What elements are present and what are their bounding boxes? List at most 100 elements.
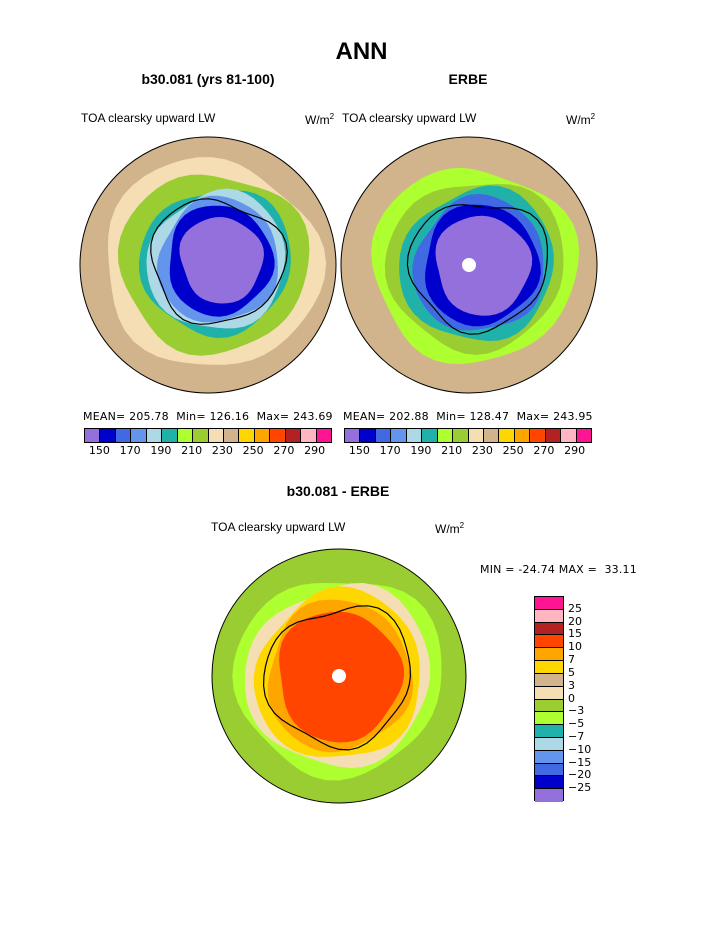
contour-band-5 bbox=[279, 611, 405, 743]
contour-band-1 bbox=[108, 157, 327, 365]
panel3-subtitle: TOA clearsky upward LW bbox=[211, 520, 346, 534]
panel2-colorbar bbox=[344, 428, 592, 443]
warm-band-patch bbox=[80, 309, 234, 393]
panel2-colorbar-ticks: 150 170 190 210 230 250 270 290 bbox=[344, 444, 590, 460]
colorbar-swatch bbox=[85, 429, 101, 442]
colorbar-swatch bbox=[146, 429, 163, 442]
colorbar-swatch bbox=[301, 429, 317, 442]
colorbar-level-label: 7 bbox=[568, 653, 575, 667]
colorbar-level-label: −3 bbox=[568, 704, 585, 718]
contour-band-4 bbox=[267, 599, 414, 753]
panel1-stats: MEAN= 205.78 Min= 126.16 Max= 243.69 bbox=[83, 410, 333, 423]
contour-band-5 bbox=[425, 204, 541, 327]
map-fill-group bbox=[80, 137, 336, 393]
colorbar-tick-label: 290 bbox=[304, 444, 326, 457]
contour-band-4 bbox=[412, 193, 544, 331]
panel3-minmax: MIN = -24.74 MAX = 33.11 bbox=[480, 563, 637, 576]
colorbar-tick-label: 170 bbox=[379, 444, 401, 457]
colorbar-swatch bbox=[535, 737, 563, 751]
colorbar-swatch bbox=[239, 429, 255, 442]
colorbar-tick-label: 230 bbox=[211, 444, 233, 457]
colorbar-swatch bbox=[576, 429, 591, 442]
colorbar-swatch bbox=[360, 429, 376, 442]
colorbar-level-label: 20 bbox=[568, 614, 582, 628]
colorbar-swatch bbox=[535, 712, 563, 726]
colorbar-swatch bbox=[535, 686, 563, 700]
colorbar-swatch bbox=[535, 609, 563, 623]
colorbar-swatch bbox=[535, 776, 563, 790]
colorbar-tick-label: 270 bbox=[533, 444, 555, 457]
colorbar-level-label: 10 bbox=[568, 640, 582, 654]
colorbar-swatch bbox=[535, 725, 563, 738]
contour-band-0 bbox=[80, 137, 336, 393]
colorbar-swatch bbox=[514, 429, 531, 442]
panel2-stats: MEAN= 202.88 Min= 128.47 Max= 243.95 bbox=[343, 410, 593, 423]
colorbar-level-label: −20 bbox=[568, 768, 592, 782]
colorbar-level-label: 25 bbox=[568, 601, 582, 615]
panel1-subtitle: TOA clearsky upward LW bbox=[81, 111, 216, 125]
colorbar-tick-label: 250 bbox=[502, 444, 524, 457]
colorbar-swatch bbox=[453, 429, 469, 442]
colorbar-tick-label: 190 bbox=[150, 444, 172, 457]
pole-hole bbox=[462, 258, 476, 272]
contour-band-1 bbox=[371, 167, 580, 364]
pole-hole bbox=[332, 669, 346, 683]
contour-band-0 bbox=[212, 549, 466, 803]
coastline bbox=[262, 605, 412, 751]
coastline bbox=[406, 204, 549, 335]
colorbar-tick-label: 210 bbox=[181, 444, 203, 457]
colorbar-level-label: −7 bbox=[568, 729, 585, 743]
contour-band-6 bbox=[435, 215, 533, 316]
contour-band-6 bbox=[169, 205, 275, 317]
panel2-subtitle: TOA clearsky upward LW bbox=[342, 111, 477, 125]
colorbar-swatch bbox=[535, 648, 563, 662]
colorbar-swatch bbox=[535, 750, 563, 764]
panel2-units: W/m2 bbox=[566, 112, 596, 127]
map-border bbox=[79, 136, 337, 394]
colorbar-swatch bbox=[131, 429, 147, 442]
colorbar-swatch bbox=[115, 429, 132, 442]
panel3-units: W/m2 bbox=[435, 521, 465, 536]
panel3-title: b30.081 - ERBE bbox=[286, 483, 390, 499]
colorbar-level-label: −25 bbox=[568, 781, 592, 795]
colorbar-tick-label: 270 bbox=[273, 444, 295, 457]
colorbar-swatch bbox=[535, 673, 563, 687]
colorbar-level-label: −10 bbox=[568, 742, 592, 756]
contour-band-3 bbox=[253, 586, 420, 757]
colorbar-level-label: 15 bbox=[568, 627, 582, 641]
colorbar-swatch bbox=[535, 635, 563, 649]
colorbar-swatch bbox=[535, 763, 563, 777]
colorbar-swatch bbox=[285, 429, 302, 442]
colorbar-swatch bbox=[468, 429, 484, 442]
contour-band-4 bbox=[146, 188, 286, 329]
colorbar-swatch bbox=[545, 429, 562, 442]
contour-band-1 bbox=[232, 583, 442, 781]
colorbar-swatch bbox=[162, 429, 178, 442]
panel1-colorbar-ticks: 150 170 190 210 230 250 270 290 bbox=[84, 444, 330, 460]
warm-band-patch bbox=[341, 309, 495, 393]
colorbar-tick-label: 150 bbox=[88, 444, 110, 457]
colorbar-swatch bbox=[535, 597, 563, 610]
colorbar-swatch bbox=[535, 699, 563, 713]
colorbar-swatch bbox=[316, 429, 331, 442]
colorbar-tick-label: 170 bbox=[119, 444, 141, 457]
colorbar-swatch bbox=[535, 661, 563, 674]
colorbar-tick-label: 230 bbox=[471, 444, 493, 457]
contour-band-2 bbox=[245, 583, 431, 769]
colorbar-swatch bbox=[208, 429, 224, 442]
contour-band-7 bbox=[179, 217, 264, 304]
contour-band-5 bbox=[156, 195, 278, 323]
colorbar-swatch bbox=[561, 429, 577, 442]
colorbar-swatch bbox=[437, 429, 454, 442]
map-border bbox=[340, 136, 598, 394]
colorbar-tick-label: 290 bbox=[564, 444, 586, 457]
colorbar-tick-label: 190 bbox=[410, 444, 432, 457]
contour-band-2 bbox=[117, 174, 310, 356]
colorbar-swatch bbox=[483, 429, 500, 442]
colorbar-level-label: −15 bbox=[568, 755, 592, 769]
colorbar-swatch bbox=[422, 429, 438, 442]
contour-band-3 bbox=[399, 185, 554, 341]
